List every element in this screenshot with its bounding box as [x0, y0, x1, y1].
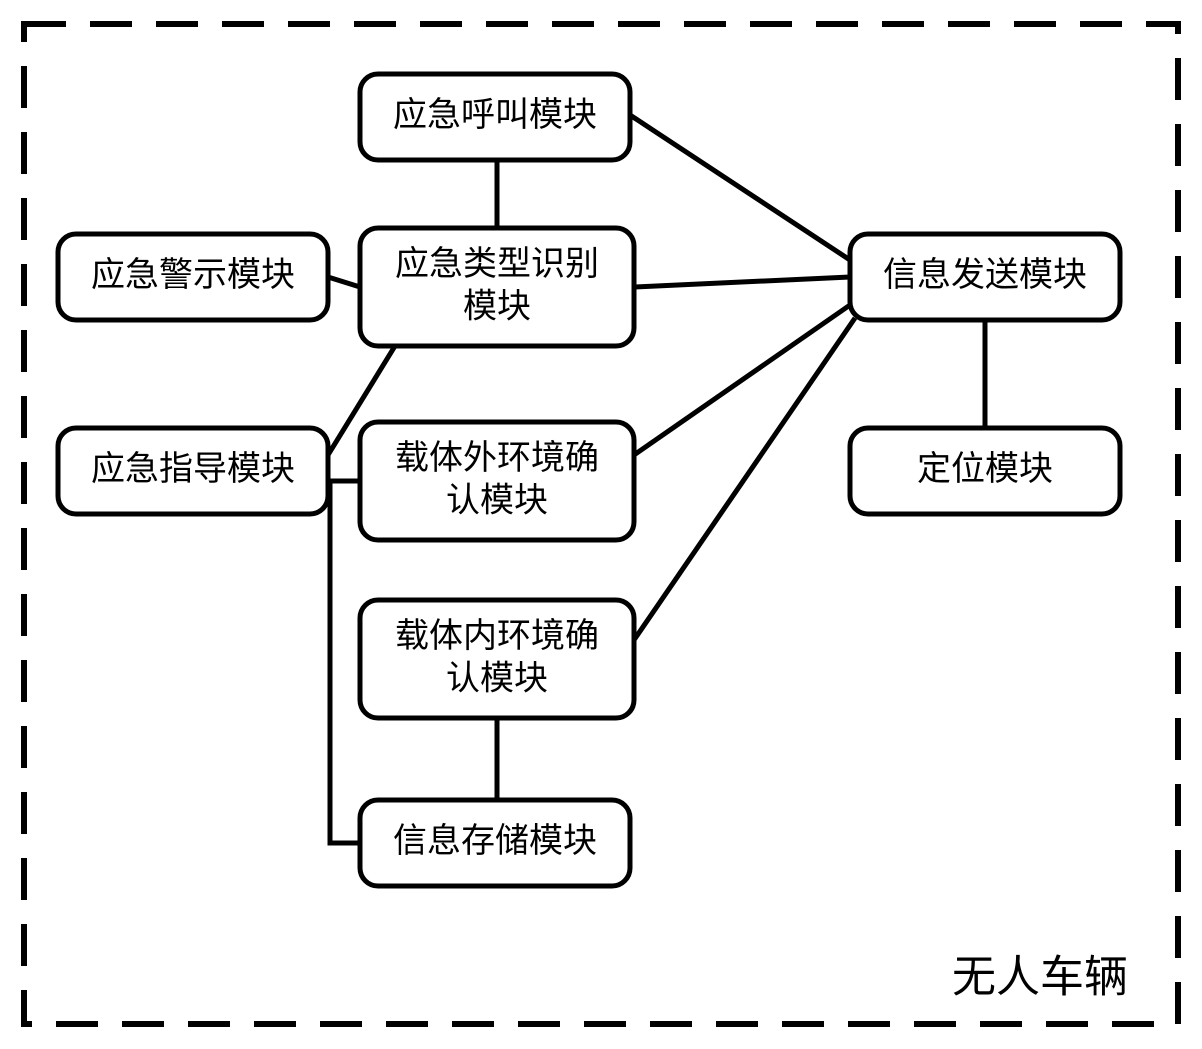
node-info_store: 信息存储模块: [360, 800, 630, 886]
node-emergency_guide: 应急指导模块: [58, 428, 328, 514]
node-emergency_type: 应急类型识别模块: [360, 228, 634, 346]
diagram-title: 无人车辆: [952, 953, 1128, 1002]
node-label-emergency_call: 应急呼叫模块: [393, 96, 597, 134]
node-emergency_alert: 应急警示模块: [58, 234, 328, 320]
node-label-info_store: 信息存储模块: [393, 822, 597, 860]
node-label-emergency_guide: 应急指导模块: [91, 450, 295, 488]
node-label-emergency_alert: 应急警示模块: [91, 256, 295, 294]
node-emergency_call: 应急呼叫模块: [360, 74, 630, 160]
edge-emergency_call-info_send: [630, 115, 850, 260]
nodes: 应急呼叫模块应急警示模块 应急类型识别模块 信息发送模块应急指导模块 载体外环境确认模…: [58, 74, 1120, 886]
edge-ext_env-info_store: [330, 481, 360, 843]
edge-emergency_type-info_send: [634, 277, 850, 287]
node-label-positioning: 定位模块: [917, 450, 1053, 488]
edge-int_env-info_send: [634, 318, 855, 640]
edge-emergency_alert-emergency_type: [328, 277, 360, 287]
unmanned-vehicle-diagram: 应急呼叫模块应急警示模块 应急类型识别模块 信息发送模块应急指导模块 载体外环境确认模…: [0, 0, 1202, 1049]
node-label-info_send: 信息发送模块: [883, 256, 1087, 294]
node-info_send: 信息发送模块: [850, 234, 1120, 320]
node-positioning: 定位模块: [850, 428, 1120, 514]
node-int_env: 载体内环境确认模块: [360, 600, 634, 718]
node-ext_env: 载体外环境确认模块: [360, 422, 634, 540]
edge-ext_env-info_send: [634, 305, 850, 455]
